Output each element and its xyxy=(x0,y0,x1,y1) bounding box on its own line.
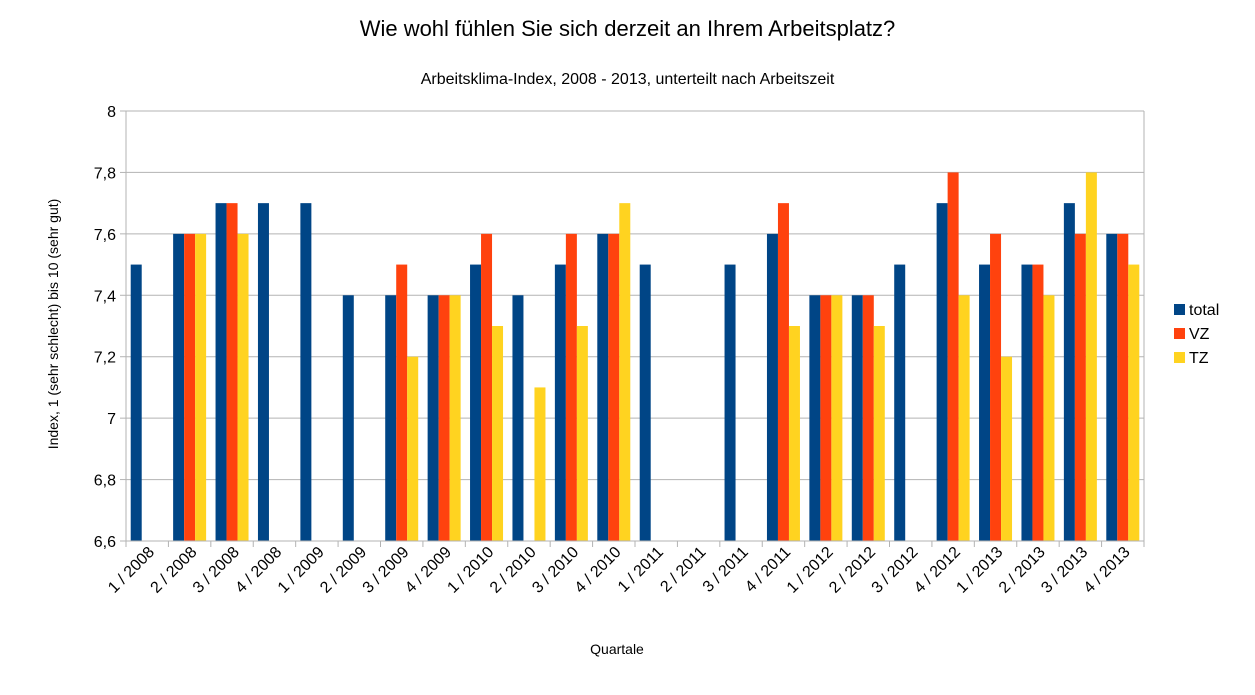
bar-vz xyxy=(820,295,832,541)
x-tick-label: 4 / 2013 xyxy=(1081,544,1134,597)
y-axis-title: Index, 1 (sehr schlecht) bis 10 (sehr gu… xyxy=(45,199,61,450)
x-tick-label: 1 / 2012 xyxy=(784,544,837,597)
bar-total xyxy=(1021,264,1033,541)
bar-vz xyxy=(1074,233,1086,541)
bar-total xyxy=(1106,233,1118,541)
bar-total xyxy=(1063,203,1075,541)
chart-title: Wie wohl fühlen Sie sich derzeit an Ihre… xyxy=(359,16,896,41)
bar-total xyxy=(130,264,142,541)
x-axis-title: Quartale xyxy=(590,641,644,657)
bar-tz xyxy=(831,295,843,541)
bar-total xyxy=(936,203,948,541)
x-tick-label: 2 / 2013 xyxy=(996,544,1049,597)
bar-vz xyxy=(862,295,874,541)
bar-total xyxy=(385,295,397,541)
legend: total VZ TZ xyxy=(1174,302,1219,367)
bar-total xyxy=(173,233,185,541)
bar-tz xyxy=(237,233,249,541)
bar-vz xyxy=(608,233,620,541)
bar-tz xyxy=(619,203,631,541)
bar-tz xyxy=(1128,264,1140,541)
bar-tz xyxy=(873,326,885,541)
bar-total xyxy=(597,233,609,541)
x-tick-label: 1 / 2011 xyxy=(615,544,667,596)
bar-total xyxy=(342,295,354,541)
bar-tz xyxy=(195,233,207,541)
x-tick-label: 4 / 2009 xyxy=(402,544,455,597)
bar-total xyxy=(300,203,312,541)
bar-total xyxy=(512,295,524,541)
x-tick-label: 4 / 2012 xyxy=(911,544,964,597)
y-tick-label: 7,6 xyxy=(94,227,116,244)
legend-label-total: total xyxy=(1189,302,1219,319)
bar-total xyxy=(724,264,736,541)
x-tick-label: 2 / 2011 xyxy=(657,544,709,596)
bar-vz xyxy=(438,295,450,541)
bar-total xyxy=(851,295,863,541)
bar-vz xyxy=(947,172,959,541)
bar-vz xyxy=(184,233,196,541)
bar-total xyxy=(639,264,651,541)
x-tick-label: 1 / 2013 xyxy=(953,544,1006,597)
bar-total xyxy=(894,264,906,541)
x-tick-label: 2 / 2012 xyxy=(826,544,879,597)
bar-tz xyxy=(492,326,504,541)
legend-swatch-total xyxy=(1174,304,1185,315)
bar-total xyxy=(554,264,566,541)
bar-total xyxy=(809,295,821,541)
legend-swatch-tz xyxy=(1174,352,1185,363)
legend-label-vz: VZ xyxy=(1189,326,1210,343)
x-tick-label: 3 / 2011 xyxy=(700,544,752,596)
x-tick-label: 4 / 2008 xyxy=(232,544,285,597)
x-tick-label: 3 / 2009 xyxy=(360,544,413,597)
y-tick-label: 8 xyxy=(107,104,116,121)
bar-total xyxy=(766,233,778,541)
y-tick-label: 7,4 xyxy=(94,288,116,305)
y-tick-label: 6,8 xyxy=(94,473,116,490)
bar-tz xyxy=(449,295,461,541)
bar-vz xyxy=(1032,264,1044,541)
bar-tz xyxy=(958,295,970,541)
bar-total xyxy=(215,203,227,541)
grid-lines xyxy=(126,110,1145,541)
bar-tz xyxy=(534,387,546,541)
x-tick-label: 4 / 2010 xyxy=(572,544,625,597)
y-tick-label: 7,8 xyxy=(94,165,116,182)
bar-tz xyxy=(576,326,588,541)
x-tick-label: 1 / 2008 xyxy=(105,544,158,597)
bar-tz xyxy=(788,326,800,541)
bar-tz xyxy=(1043,295,1055,541)
bar-series xyxy=(130,172,1140,541)
x-tick-label: 2 / 2009 xyxy=(317,544,370,597)
bar-vz xyxy=(1117,233,1129,541)
y-tick-label: 7 xyxy=(107,411,116,428)
x-tick-label: 1 / 2009 xyxy=(275,544,328,597)
x-tick-label: 3 / 2012 xyxy=(869,544,922,597)
bar-total xyxy=(470,264,482,541)
x-tick-label: 3 / 2008 xyxy=(190,544,243,597)
chart-subtitle: Arbeitsklima-Index, 2008 - 2013, unterte… xyxy=(420,71,835,88)
x-tick-label: 2 / 2008 xyxy=(148,544,201,597)
bar-vz xyxy=(226,203,238,541)
legend-swatch-vz xyxy=(1174,328,1185,339)
bar-tz xyxy=(1001,356,1013,541)
x-tick-label: 1 / 2010 xyxy=(444,544,497,597)
bar-tz xyxy=(407,356,419,541)
bar-total xyxy=(427,295,439,541)
bar-vz xyxy=(990,233,1002,541)
bar-total xyxy=(979,264,991,541)
bar-vz xyxy=(777,203,789,541)
bar-vz xyxy=(565,233,577,541)
legend-label-tz: TZ xyxy=(1189,350,1209,367)
y-tick-label: 6,6 xyxy=(94,534,116,551)
x-tick-label: 3 / 2013 xyxy=(1038,544,1091,597)
bar-tz xyxy=(1085,172,1097,541)
bar-total xyxy=(257,203,269,541)
y-tick-label: 7,2 xyxy=(94,350,116,367)
x-tick-label: 2 / 2010 xyxy=(487,544,540,597)
x-tick-label: 3 / 2010 xyxy=(529,544,582,597)
bar-vz xyxy=(396,264,408,541)
bar-vz xyxy=(481,233,493,541)
